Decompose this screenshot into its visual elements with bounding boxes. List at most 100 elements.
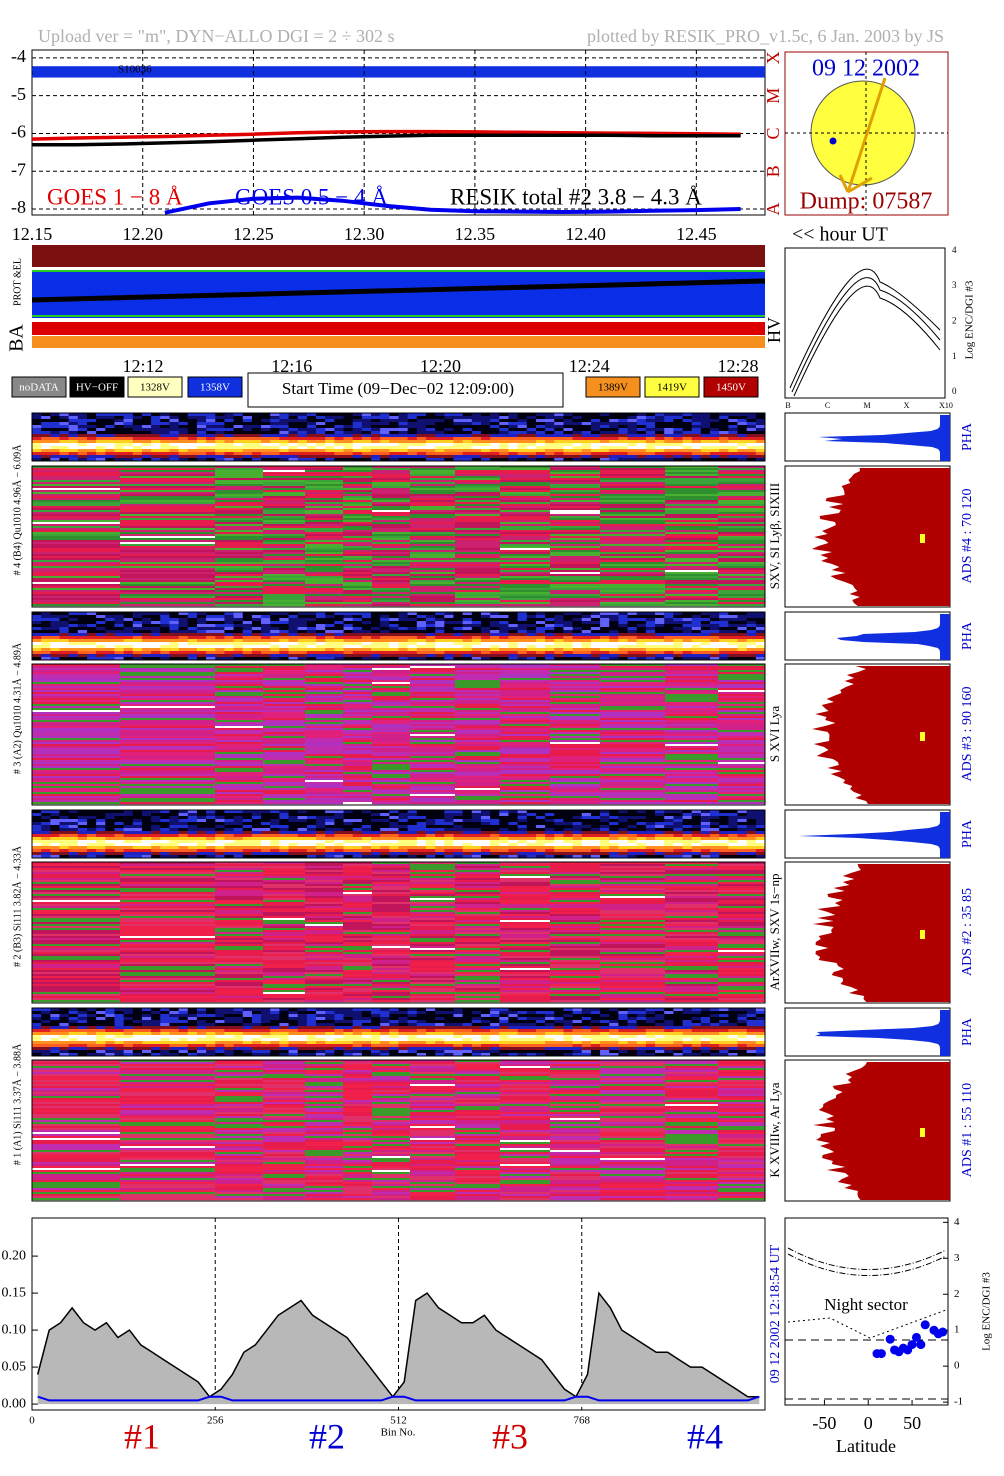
ads-label: ADS #2 : 35 85 [960,888,975,976]
detector-label: # 2 (B3) Si111 3.82Å − 4.33Å [11,845,23,967]
legend-box [69,376,125,398]
pha-profile [836,614,950,660]
series-line [32,133,741,147]
ads-profile [812,864,950,1002]
legend-box [644,376,700,398]
x-tick-label: 12.40 [565,224,606,244]
legend-label: noDATA [19,382,59,394]
y2-axis-label: 09 12 2002 12:18:54 UT [768,1244,783,1383]
hv-x-label: X [904,401,910,410]
x-tick-label: 512 [390,1415,407,1427]
y-tick-label: 0.15 [2,1285,27,1300]
x-tick-label: 50 [903,1413,921,1433]
legend-label: HV−OFF [76,382,118,394]
y-axis-label: Log ENC/DGI #3 [981,1272,993,1351]
x-tick-label: 256 [207,1415,224,1427]
strip-prot [32,245,765,267]
time-tick-label: 12:28 [717,356,758,376]
y-tick-label: 0.00 [2,1396,27,1411]
sun-arrow [838,77,887,194]
group-label: #2 [309,1416,345,1456]
hv-x-label: X10 [939,401,953,410]
group-label: #1 [124,1416,160,1456]
strip-hv2 [32,336,765,348]
legend-box [127,376,183,398]
header-upload: Upload ver = "m", DYN−ALLO DGI = 2 ÷ 302… [38,26,394,46]
hv-tick-label: 4 [952,245,957,255]
sun-date: 09 12 2002 [812,56,920,82]
plot-frame [784,1217,949,1406]
y-tick-label: 0.05 [2,1359,27,1374]
hv-x-label: C [825,401,830,410]
plot-frame [31,49,766,216]
y2-tick-label: C [763,127,783,139]
series-line [164,195,741,215]
y2-tick-label: M [763,88,783,104]
x-tick-label: 0 [864,1413,873,1433]
spectrum-frame [31,465,766,608]
hv-x-label: B [785,401,790,410]
ads-profile [813,1062,950,1200]
hv-curve [789,268,941,397]
strip-track [31,278,766,303]
legend-label: 1358V [200,382,230,394]
x-tick-label: 12.20 [122,224,163,244]
ads-marker [920,534,925,543]
hv-tick-label: 3 [952,280,957,290]
legend-label: GOES 0.5 − 4 Å [235,184,388,209]
line-label: ArXVIIw, SXV 1s−np [767,873,782,990]
ads-profile [812,666,950,804]
detector-label: # 4 (B4) Qu1010 4.96Å − 6.09Å [11,444,23,575]
ads-marker [920,930,925,939]
y-tick-label: -5 [11,84,26,104]
x-tick-label: 12.15 [12,224,53,244]
start-time-box [247,372,564,408]
legend-box [11,376,67,398]
pha-profile [798,812,950,858]
event-band [32,66,765,78]
hv-x-label: M [863,401,870,410]
ads-profile [811,468,950,606]
spectrum-frame [31,1007,766,1057]
pha-label: PHA [960,819,975,848]
series-line [31,129,741,141]
x-tick-label: 768 [574,1415,591,1427]
detector-label: # 1 (A1) Si111 3.37Å − 3.88Å [11,1043,23,1165]
x-axis-label: Bin No. [381,1427,416,1439]
time-tick-label: 12:24 [569,356,610,376]
time-tick-label: 12:16 [271,356,312,376]
header-plotted: plotted by RESIK_PRO_v1.5c, 6 Jan. 2003 … [587,26,944,46]
scatter-point [885,1334,895,1344]
y-tick-label: 0 [954,1360,960,1372]
scatter-point [938,1327,948,1337]
hv-frame [784,247,946,399]
group-label: #3 [492,1416,528,1456]
y2-tick-label: X [763,51,783,64]
y-tick-label: 4 [954,1216,960,1228]
sun-position [829,137,837,145]
spectrum-frame [31,412,766,462]
hv-tick-label: 0 [952,386,957,396]
night-boundary [787,1309,947,1339]
pha-profile [818,415,950,461]
x-axis-label: Latitude [836,1436,896,1456]
group-label: #4 [687,1416,723,1456]
sun-dump: Dump: 07587 [800,189,933,215]
pha-profile [814,1010,950,1056]
legend-label: RESIK total #2 3.8 − 4.3 Å [450,184,702,209]
legend-label: 1419V [657,382,687,394]
scatter-point [876,1349,886,1359]
scatter-point [911,1332,921,1342]
y-tick-label: -1 [954,1396,963,1408]
y-tick-label: -4 [11,46,26,66]
spectrum-frame [31,663,766,806]
hv-tick-label: 2 [952,315,957,325]
y-tick-label: 0.10 [2,1322,27,1337]
series-line [36,1291,760,1398]
hv-ylabel: Log ENC/DGI #3 [964,280,976,359]
strip-label: BA [6,324,28,352]
ads-marker [920,1128,925,1137]
legend-label: 1450V [716,382,746,394]
y-tick-label: -8 [11,197,26,217]
hv-label: HV [764,317,784,343]
